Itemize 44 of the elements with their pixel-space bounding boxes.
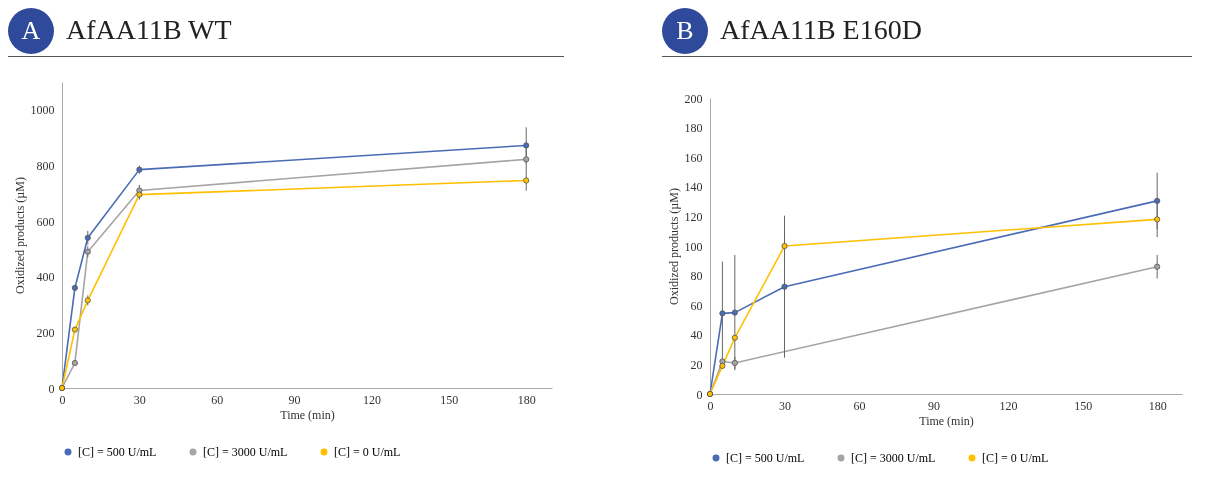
y-tick-label: 160 <box>684 150 703 165</box>
y-tick-label: 140 <box>684 180 703 195</box>
x-tick-label: 180 <box>517 392 536 407</box>
y-tick-label: 20 <box>690 357 703 372</box>
x-tick-label: 30 <box>133 392 146 407</box>
y-axis-title: Oxidized products (µM) <box>666 188 681 305</box>
legend-label: [C] = 3000 U/mL <box>203 445 288 459</box>
x-axis-title: Time (min) <box>280 407 335 422</box>
x-tick-label: 180 <box>1148 398 1167 413</box>
y-tick-label: 40 <box>690 328 703 343</box>
x-tick-label: 120 <box>362 392 381 407</box>
y-tick-label: 120 <box>684 209 703 224</box>
x-tick-label: 30 <box>779 398 792 413</box>
y-tick-label: 60 <box>690 298 703 313</box>
y-tick-label: 600 <box>36 214 55 229</box>
y-axis-title: Oxidized products (µM) <box>12 177 27 294</box>
x-tick-label: 0 <box>707 398 714 413</box>
y-tick-label: 400 <box>36 270 55 285</box>
x-tick-label: 90 <box>928 398 941 413</box>
y-tick-label: 100 <box>684 239 703 254</box>
x-tick-label: 150 <box>1074 398 1093 413</box>
legend-label: [C] = 500 U/mL <box>78 445 157 459</box>
legend-label: [C] = 500 U/mL <box>726 451 805 465</box>
chart-title: AfAA11B E160D <box>720 14 922 46</box>
y-tick-label: 180 <box>684 121 703 136</box>
x-tick-label: 0 <box>59 392 66 407</box>
y-tick-label: 80 <box>690 269 703 284</box>
y-tick-label: 0 <box>48 381 55 396</box>
text: A <box>8 8 54 54</box>
text: B <box>662 8 708 54</box>
y-tick-label: 800 <box>36 158 55 173</box>
y-tick-label: 200 <box>684 91 703 106</box>
chart-title: AfAA11B WT <box>66 14 232 46</box>
x-tick-label: 150 <box>440 392 459 407</box>
legend-label: [C] = 0 U/mL <box>334 445 401 459</box>
x-tick-label: 90 <box>288 392 301 407</box>
y-tick-label: 1000 <box>30 103 55 118</box>
x-axis-title: Time (min) <box>919 413 974 428</box>
x-tick-label: 60 <box>211 392 224 407</box>
legend-label: [C] = 3000 U/mL <box>851 451 936 465</box>
x-tick-label: 120 <box>999 398 1018 413</box>
x-tick-label: 60 <box>853 398 866 413</box>
y-tick-label: 200 <box>36 325 55 340</box>
legend-label: [C] = 0 U/mL <box>982 451 1049 465</box>
